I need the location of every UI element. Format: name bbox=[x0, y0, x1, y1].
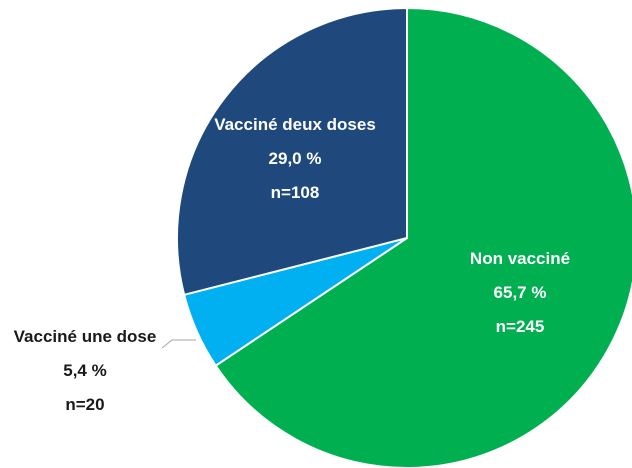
value-label: 29,0 % bbox=[268, 149, 322, 168]
category-label: Non vacciné bbox=[469, 249, 571, 268]
pie-slice bbox=[176, 6, 408, 297]
category-label: Vacciné deux doses bbox=[214, 115, 376, 134]
count-label: n=108 bbox=[270, 183, 320, 202]
pie-slice bbox=[214, 6, 632, 468]
data-label: Vacciné deux doses 29,0 % n=108 bbox=[200, 108, 390, 210]
value-label: 65,7 % bbox=[493, 283, 547, 302]
leader-line bbox=[161, 339, 196, 349]
count-label: n=245 bbox=[495, 317, 545, 336]
data-label: Non vacciné 65,7 % n=245 bbox=[420, 242, 620, 344]
data-label: Vacciné une dose 5,4 % n=20 bbox=[0, 320, 170, 422]
category-label: Vacciné une dose bbox=[13, 327, 157, 346]
value-label: 5,4 % bbox=[63, 361, 107, 380]
count-label: n=20 bbox=[65, 395, 105, 414]
